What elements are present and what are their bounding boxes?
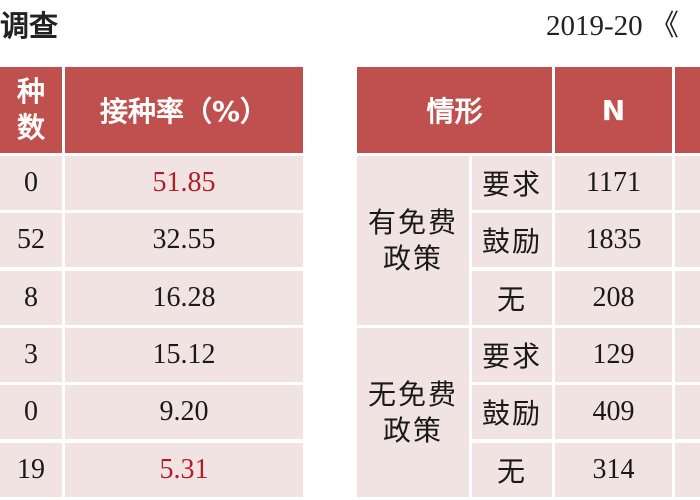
right-row-cut	[675, 328, 700, 382]
right-group-label: 有免费 政策	[357, 156, 469, 325]
left-header-count-line1: 种	[16, 75, 45, 108]
right-row-cut	[675, 271, 700, 325]
left-row-rate: 16.28	[65, 271, 303, 325]
right-row-n: 1171	[555, 156, 672, 210]
right-group-label-line1: 无免费	[367, 377, 458, 411]
right-header-situation: 情形	[357, 67, 552, 153]
left-row-rate: 5.31	[65, 443, 303, 497]
right-group-label-line1: 有免费	[367, 205, 458, 239]
right-row-type: 无	[472, 443, 552, 497]
left-row-count: 19	[0, 443, 62, 497]
right-group-label-line2: 政策	[382, 413, 443, 447]
right-row-type: 鼓励	[472, 213, 552, 267]
right-group-label-line2: 政策	[382, 241, 443, 275]
left-row-count: 52	[0, 213, 62, 267]
right-row-type: 鼓励	[472, 385, 552, 439]
right-row-cut	[675, 213, 700, 267]
right-row-n: 129	[555, 328, 672, 382]
left-row-rate: 9.20	[65, 385, 303, 439]
right-row-cut	[675, 156, 700, 210]
right-row-n: 409	[555, 385, 672, 439]
right-row-n: 314	[555, 443, 672, 497]
right-header-situation-label: 情形	[426, 95, 483, 128]
left-row-count: 8	[0, 271, 62, 325]
left-row-count: 3	[0, 328, 62, 382]
right-group-label: 无免费 政策	[357, 328, 469, 497]
left-row-count: 0	[0, 385, 62, 439]
right-header-n-label: N	[601, 93, 626, 127]
right-header-cut	[675, 67, 700, 153]
left-header-rate: 接种率（%）	[65, 67, 303, 153]
right-row-cut	[675, 443, 700, 497]
left-header-count-line2: 数	[16, 111, 45, 144]
page-title-right: 2019-20 《	[546, 10, 679, 42]
right-row-cut	[675, 385, 700, 439]
left-row-rate: 32.55	[65, 213, 303, 267]
left-row-rate: 51.85	[65, 156, 303, 210]
left-row-count: 0	[0, 156, 62, 210]
left-row-rate: 15.12	[65, 328, 303, 382]
right-row-n: 1835	[555, 213, 672, 267]
left-header-count: 种 数	[0, 67, 62, 153]
right-row-type: 要求	[472, 156, 552, 210]
page-title-left: 调查	[0, 9, 59, 43]
right-row-type: 要求	[472, 328, 552, 382]
right-header-n: N	[555, 67, 672, 153]
right-row-n: 208	[555, 271, 672, 325]
left-header-rate-label: 接种率（%）	[99, 95, 269, 128]
right-row-type: 无	[472, 271, 552, 325]
